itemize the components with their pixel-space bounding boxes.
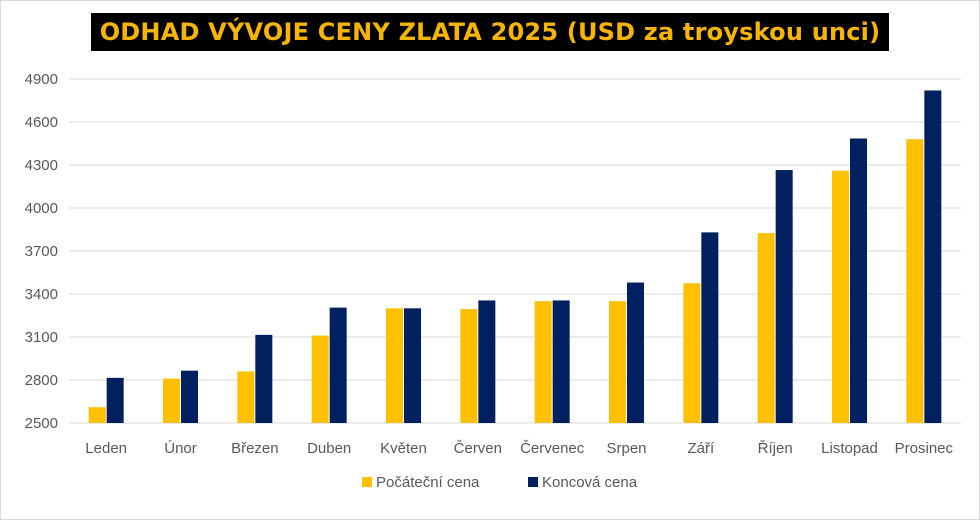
x-tick-label: Duben bbox=[307, 440, 351, 457]
bar-koncova-0 bbox=[106, 377, 124, 423]
x-tick-label: Říjen bbox=[758, 440, 793, 457]
bar-pocatecni-9 bbox=[757, 233, 775, 423]
bar-pocatecni-7 bbox=[609, 301, 626, 423]
legend-label-koncova-cena: Koncová cena bbox=[542, 474, 638, 491]
x-tick-label: Srpen bbox=[606, 440, 646, 457]
bar-koncova-9 bbox=[775, 170, 793, 423]
x-axis: Leden Únor Březen Duben Květen Červen Červenec… bbox=[85, 440, 953, 457]
chart-title-wrap: ODHAD VÝVOJE CENY ZLATA 2025 (USD za tro… bbox=[1, 13, 979, 51]
chart-title: ODHAD VÝVOJE CENY ZLATA 2025 (USD za tro… bbox=[90, 13, 890, 51]
legend-swatch-koncova-cena bbox=[528, 477, 538, 487]
bar-pocatecni-4 bbox=[386, 308, 403, 423]
x-tick-label: Listopad bbox=[821, 440, 878, 457]
y-axis: 2500 2800 3100 3400 3700 4000 4300 4600 4900 bbox=[25, 71, 58, 432]
bar-pocatecni-0 bbox=[88, 407, 106, 423]
bars bbox=[88, 90, 942, 423]
bar-koncova-1 bbox=[181, 370, 198, 423]
legend: Počáteční cena Koncová cena bbox=[362, 474, 638, 491]
bar-koncova-8 bbox=[701, 232, 719, 423]
x-tick-label: Březen bbox=[231, 440, 279, 457]
y-tick-label: 2800 bbox=[25, 372, 58, 389]
bar-koncova-10 bbox=[850, 138, 867, 423]
bar-koncova-6 bbox=[552, 300, 570, 423]
bar-pocatecni-5 bbox=[460, 309, 478, 423]
legend-swatch-pocatecni-cena bbox=[362, 477, 372, 487]
x-tick-label: Leden bbox=[85, 440, 127, 457]
bar-koncova-7 bbox=[627, 282, 644, 423]
y-tick-label: 3700 bbox=[25, 243, 58, 260]
x-tick-label: Květen bbox=[380, 440, 427, 457]
bar-pocatecni-1 bbox=[163, 378, 180, 423]
y-tick-label: 4900 bbox=[25, 71, 58, 88]
gridlines bbox=[69, 78, 961, 424]
bar-pocatecni-8 bbox=[683, 283, 701, 423]
y-tick-label: 3400 bbox=[25, 286, 58, 303]
bar-koncova-4 bbox=[404, 308, 421, 423]
bar-koncova-5 bbox=[478, 300, 496, 423]
y-tick-label: 4300 bbox=[25, 157, 58, 174]
x-tick-label: Červenec bbox=[520, 440, 585, 457]
y-tick-label: 3100 bbox=[25, 329, 58, 346]
y-tick-label: 4600 bbox=[25, 114, 58, 131]
bar-pocatecni-2 bbox=[237, 371, 255, 423]
bar-pocatecni-10 bbox=[832, 170, 849, 423]
y-tick-label: 4000 bbox=[25, 200, 58, 217]
bar-koncova-3 bbox=[329, 307, 347, 423]
legend-label-pocatecni-cena: Počáteční cena bbox=[376, 474, 480, 491]
x-tick-label: Září bbox=[687, 440, 715, 457]
bar-koncova-2 bbox=[255, 334, 273, 423]
y-tick-label: 2500 bbox=[25, 415, 58, 432]
bar-pocatecni-11 bbox=[906, 139, 924, 423]
x-tick-label: Červen bbox=[454, 440, 502, 457]
bar-pocatecni-6 bbox=[534, 301, 552, 423]
x-tick-label: Prosinec bbox=[895, 440, 954, 457]
x-tick-label: Únor bbox=[164, 440, 197, 457]
bar-koncova-11 bbox=[924, 90, 942, 423]
bar-pocatecni-3 bbox=[311, 335, 329, 423]
